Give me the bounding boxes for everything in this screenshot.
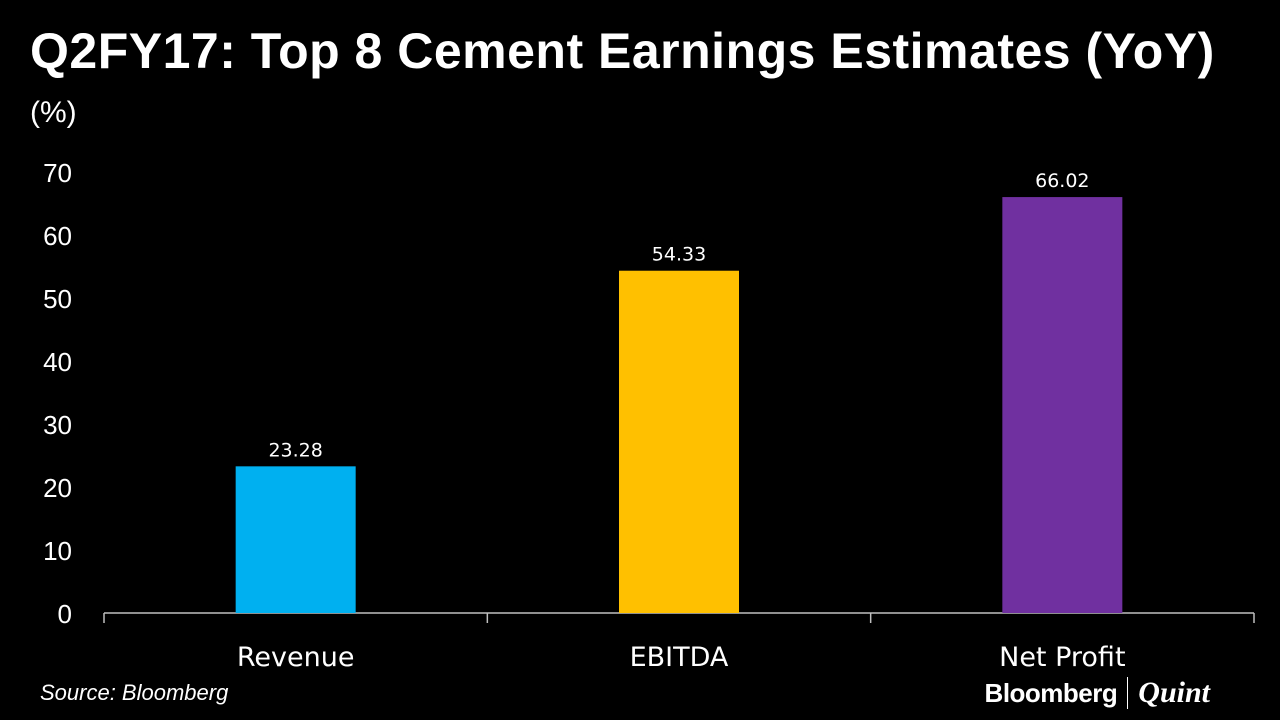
- brand-logo: Bloomberg Quint: [985, 676, 1210, 710]
- x-category-label: Net Profit: [999, 642, 1125, 673]
- y-tick-label: 20: [43, 473, 72, 503]
- y-tick-label: 70: [43, 158, 72, 188]
- y-tick-label: 40: [43, 347, 72, 377]
- bar-value-label: 66.02: [1035, 170, 1089, 192]
- y-tick-label: 50: [43, 284, 72, 314]
- x-category-label: EBITDA: [630, 642, 729, 673]
- brand-logo-quint: Quint: [1138, 676, 1210, 709]
- bar-ebitda: [619, 270, 739, 613]
- chart-title: Q2FY17: Top 8 Cement Earnings Estimates …: [30, 23, 1215, 79]
- bar-net-profit: [1002, 197, 1123, 613]
- y-tick-label: 10: [43, 536, 72, 566]
- y-tick-label: 30: [43, 410, 72, 440]
- y-tick-label: 60: [43, 221, 72, 251]
- bar-revenue: [235, 466, 356, 613]
- source-note: Source: Bloomberg: [40, 680, 229, 705]
- y-axis-unit-label: (%): [30, 96, 77, 129]
- x-category-label: Revenue: [237, 642, 355, 673]
- brand-logo-bloomberg: Bloomberg: [984, 677, 1118, 708]
- bar-value-label: 23.28: [268, 439, 322, 461]
- y-tick-label: 0: [58, 599, 72, 629]
- brand-divider: [1127, 677, 1129, 709]
- bar-value-label: 54.33: [652, 244, 706, 266]
